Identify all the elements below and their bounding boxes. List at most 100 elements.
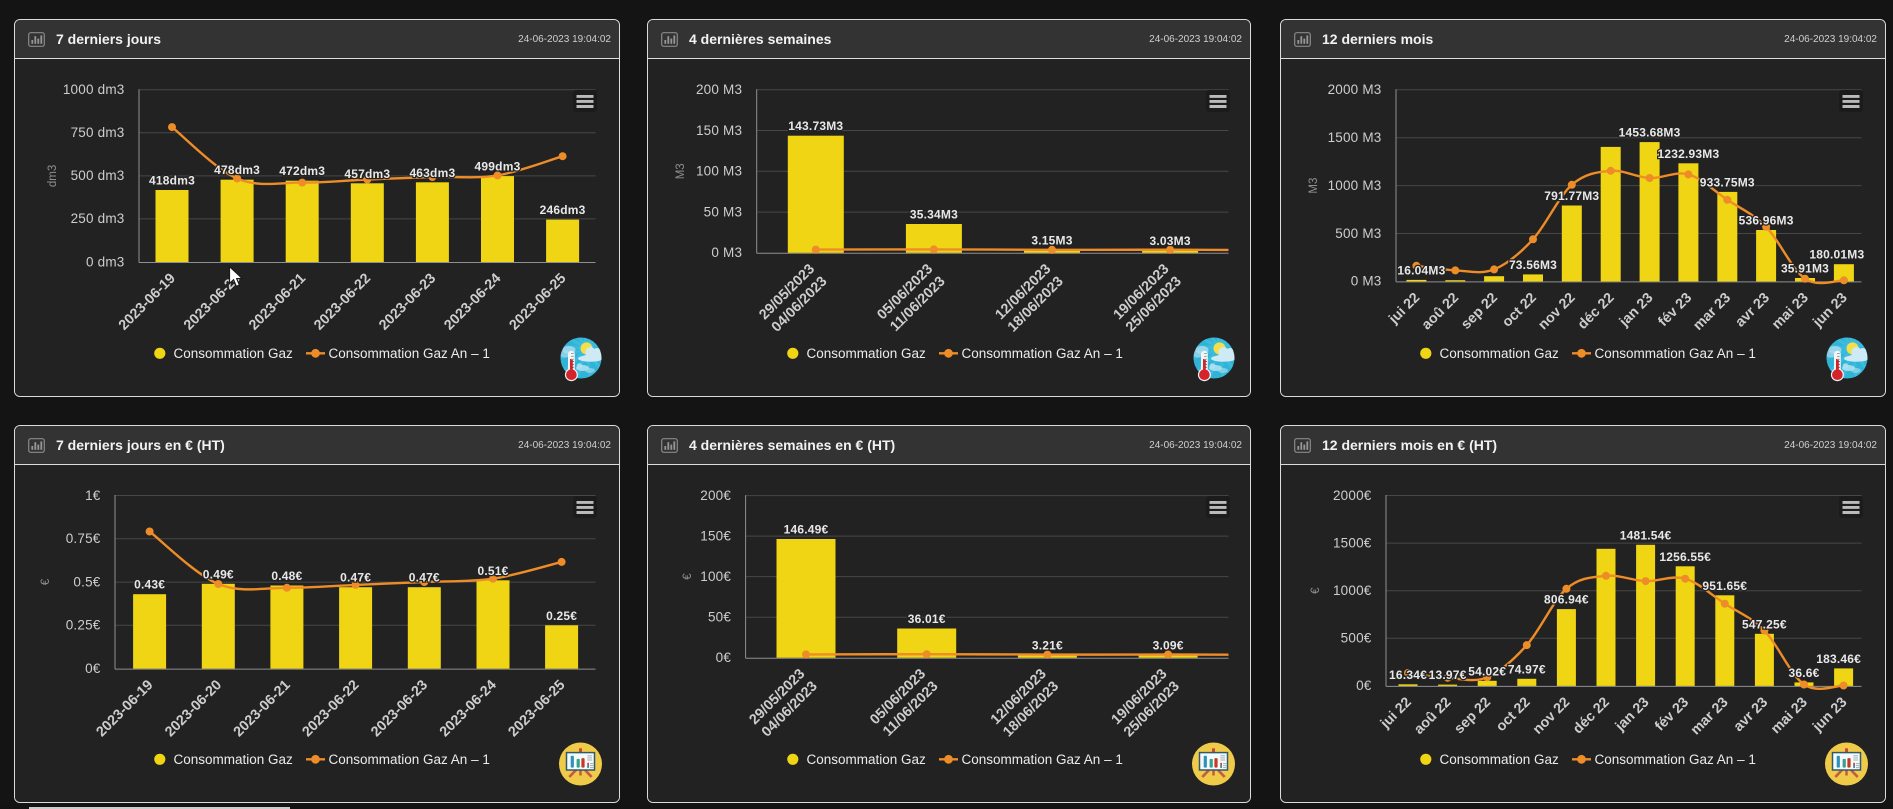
svg-text:499dm3: 499dm3	[475, 160, 521, 174]
svg-text:1000€: 1000€	[1333, 583, 1372, 598]
svg-text:aoû 22: aoû 22	[1419, 290, 1462, 333]
svg-text:Consommation Gaz An – 1: Consommation Gaz An – 1	[962, 346, 1123, 361]
svg-text:0€: 0€	[85, 661, 101, 676]
svg-text:1500 M3: 1500 M3	[1328, 130, 1382, 145]
svg-text:M3: M3	[1308, 178, 1320, 194]
svg-text:1453.68M3: 1453.68M3	[1619, 126, 1681, 140]
svg-text:jan 23: jan 23	[1616, 290, 1657, 331]
svg-text:oct 22: oct 22	[1493, 694, 1534, 735]
svg-text:246dm3: 246dm3	[540, 203, 586, 217]
svg-text:16.34€: 16.34€	[1389, 668, 1427, 682]
svg-text:73.56M3: 73.56M3	[1509, 258, 1557, 272]
svg-text:0.51€: 0.51€	[477, 564, 508, 578]
svg-text:143.73M3: 143.73M3	[788, 119, 843, 133]
svg-text:536.96M3: 536.96M3	[1739, 214, 1794, 228]
svg-text:500€: 500€	[1341, 631, 1372, 646]
svg-text:500 M3: 500 M3	[1335, 226, 1381, 241]
svg-text:Consommation Gaz An – 1: Consommation Gaz An – 1	[962, 752, 1123, 767]
svg-text:13.97€: 13.97€	[1429, 668, 1467, 682]
svg-text:933.75M3: 933.75M3	[1700, 175, 1755, 189]
svg-text:463dm3: 463dm3	[409, 166, 455, 180]
svg-text:2023-06-25: 2023-06-25	[506, 270, 569, 333]
svg-text:2023-06-19: 2023-06-19	[116, 270, 179, 333]
svg-text:sep 22: sep 22	[1451, 694, 1494, 737]
svg-text:250 dm3: 250 dm3	[71, 211, 125, 226]
svg-text:Consommation Gaz: Consommation Gaz	[174, 752, 294, 767]
svg-text:Consommation Gaz An – 1: Consommation Gaz An – 1	[1595, 752, 1756, 767]
svg-text:2023-06-25: 2023-06-25	[505, 677, 568, 740]
svg-text:750 dm3: 750 dm3	[71, 125, 125, 140]
svg-text:nov 22: nov 22	[1535, 290, 1578, 333]
svg-text:0€: 0€	[1356, 678, 1372, 693]
svg-text:0.48€: 0.48€	[271, 569, 302, 583]
svg-text:0.47€: 0.47€	[340, 571, 371, 585]
svg-text:2023-06-22: 2023-06-22	[311, 270, 374, 333]
svg-text:jan 23: jan 23	[1612, 694, 1653, 735]
svg-text:35.34M3: 35.34M3	[910, 208, 958, 222]
svg-text:Consommation Gaz: Consommation Gaz	[1440, 752, 1560, 767]
svg-text:100 M3: 100 M3	[696, 164, 742, 179]
svg-text:100€: 100€	[700, 569, 731, 584]
svg-text:146.49€: 146.49€	[784, 523, 829, 537]
svg-text:2023-06-23: 2023-06-23	[376, 270, 439, 333]
svg-text:457dm3: 457dm3	[344, 167, 390, 181]
svg-text:547.25€: 547.25€	[1742, 617, 1787, 631]
svg-text:183.46€: 183.46€	[1816, 652, 1861, 666]
svg-text:36.6€: 36.6€	[1788, 666, 1819, 680]
svg-text:50€: 50€	[708, 610, 731, 625]
svg-text:Consommation Gaz An – 1: Consommation Gaz An – 1	[1595, 346, 1756, 361]
svg-text:54.02€: 54.02€	[1468, 664, 1506, 678]
svg-text:200€: 200€	[700, 488, 731, 503]
svg-text:0.5€: 0.5€	[73, 574, 100, 589]
svg-text:150 M3: 150 M3	[696, 123, 742, 138]
svg-text:3.09€: 3.09€	[1153, 639, 1184, 653]
svg-text:791.77M3: 791.77M3	[1544, 189, 1599, 203]
svg-text:sep 22: sep 22	[1458, 290, 1501, 333]
svg-text:jun 23: jun 23	[1809, 290, 1850, 331]
svg-text:€: €	[40, 578, 52, 585]
svg-text:jui 22: jui 22	[1377, 694, 1415, 732]
svg-text:0.25€: 0.25€	[66, 618, 101, 633]
svg-text:mai 23: mai 23	[1768, 694, 1811, 737]
svg-text:0 M3: 0 M3	[1351, 274, 1382, 289]
svg-text:déc 22: déc 22	[1575, 290, 1618, 333]
svg-text:2023-06-22: 2023-06-22	[299, 677, 362, 740]
svg-text:dm3: dm3	[47, 165, 59, 187]
svg-text:0 dm3: 0 dm3	[86, 254, 125, 269]
svg-text:2000 M3: 2000 M3	[1328, 82, 1382, 97]
svg-text:€: €	[682, 573, 694, 580]
svg-text:0.47€: 0.47€	[409, 571, 440, 585]
svg-text:Consommation Gaz: Consommation Gaz	[807, 346, 927, 361]
svg-text:2000€: 2000€	[1333, 488, 1372, 503]
svg-text:1500€: 1500€	[1333, 535, 1372, 550]
svg-text:3.21€: 3.21€	[1032, 639, 1063, 653]
svg-text:aoû 22: aoû 22	[1411, 694, 1454, 737]
svg-text:2023-06-21: 2023-06-21	[231, 677, 294, 740]
svg-text:mai 23: mai 23	[1769, 290, 1812, 333]
svg-text:oct 22: oct 22	[1499, 290, 1540, 331]
svg-text:Consommation Gaz: Consommation Gaz	[174, 346, 294, 361]
svg-text:3.03M3: 3.03M3	[1149, 234, 1190, 248]
svg-text:avr 23: avr 23	[1731, 694, 1772, 735]
svg-text:1000 dm3: 1000 dm3	[63, 82, 125, 97]
svg-text:Consommation Gaz An – 1: Consommation Gaz An – 1	[329, 752, 490, 767]
svg-text:jun 23: jun 23	[1809, 694, 1850, 735]
svg-text:478dm3: 478dm3	[214, 163, 260, 177]
svg-text:500 dm3: 500 dm3	[71, 168, 125, 183]
svg-text:35.91M3: 35.91M3	[1781, 262, 1829, 276]
svg-text:418dm3: 418dm3	[149, 174, 195, 188]
svg-text:3.15M3: 3.15M3	[1031, 234, 1072, 248]
svg-text:1€: 1€	[85, 488, 101, 503]
svg-text:Consommation Gaz An – 1: Consommation Gaz An – 1	[329, 346, 490, 361]
svg-text:806.94€: 806.94€	[1544, 593, 1589, 607]
svg-text:36.01€: 36.01€	[908, 612, 946, 626]
svg-text:472dm3: 472dm3	[279, 164, 325, 178]
svg-text:2023-06-21: 2023-06-21	[246, 270, 309, 333]
svg-text:0.43€: 0.43€	[134, 578, 165, 592]
svg-text:1256.55€: 1256.55€	[1659, 550, 1711, 564]
svg-text:fév 23: fév 23	[1652, 694, 1692, 734]
svg-text:avr 23: avr 23	[1732, 290, 1773, 331]
svg-text:mar 23: mar 23	[1688, 694, 1732, 738]
svg-text:0€: 0€	[716, 650, 732, 665]
svg-text:2023-06-23: 2023-06-23	[368, 677, 431, 740]
